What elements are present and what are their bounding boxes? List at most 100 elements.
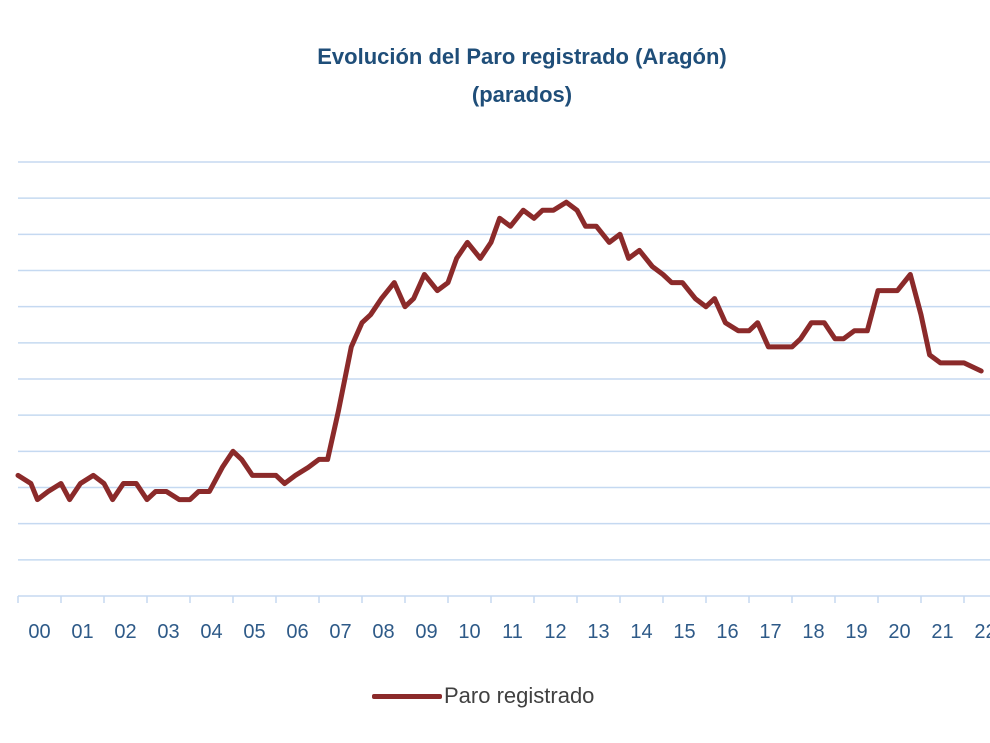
x-tick-label: 06 bbox=[286, 621, 308, 643]
x-tick-label: 10 bbox=[458, 621, 480, 643]
x-tick-label: 16 bbox=[716, 621, 738, 643]
data-point bbox=[207, 490, 211, 493]
x-tick-label: 14 bbox=[630, 621, 652, 643]
data-point bbox=[532, 216, 536, 220]
data-point bbox=[250, 473, 254, 477]
chart-title-block: Evolución del Paro registrado (Aragón) (… bbox=[0, 38, 990, 114]
x-tick-label: 00 bbox=[28, 621, 50, 643]
data-point bbox=[607, 240, 611, 244]
x-tick-label: 15 bbox=[673, 621, 695, 643]
x-tick-label: 07 bbox=[329, 621, 351, 643]
data-point bbox=[489, 240, 493, 244]
data-point bbox=[713, 297, 717, 301]
data-point bbox=[938, 361, 942, 365]
data-point bbox=[895, 289, 899, 293]
data-point bbox=[723, 321, 727, 325]
data-point bbox=[979, 369, 983, 373]
data-point bbox=[594, 224, 598, 228]
data-point bbox=[478, 256, 482, 260]
data-point bbox=[121, 482, 125, 485]
legend: Paro registrado bbox=[372, 676, 594, 716]
x-axis: 00 01 02 03 04 05 06 07 08 09 10 11 12 13 14 15 16 17 18 19… bbox=[17, 595, 990, 643]
data-point bbox=[16, 473, 20, 477]
data-point bbox=[865, 329, 869, 333]
data-point bbox=[349, 345, 353, 349]
x-tick-label: 09 bbox=[415, 621, 437, 643]
data-point bbox=[822, 321, 826, 325]
x-tick-label: 12 bbox=[544, 621, 566, 643]
data-point bbox=[231, 449, 235, 453]
data-point bbox=[379, 297, 383, 301]
x-tick-label: 03 bbox=[157, 621, 179, 643]
data-point bbox=[799, 337, 803, 341]
data-point bbox=[326, 457, 330, 461]
series-line-paro-registrado bbox=[15, 199, 984, 503]
data-point bbox=[336, 409, 340, 413]
data-point bbox=[680, 281, 684, 285]
data-point bbox=[790, 345, 794, 349]
data-point bbox=[177, 498, 181, 502]
data-point bbox=[59, 482, 63, 485]
data-point bbox=[852, 329, 856, 333]
x-tick-label: 05 bbox=[243, 621, 265, 643]
data-point bbox=[650, 265, 654, 268]
data-point bbox=[465, 240, 469, 244]
data-point bbox=[197, 490, 201, 493]
x-tick-label: 21 bbox=[931, 621, 953, 643]
data-point bbox=[928, 353, 932, 357]
data-point bbox=[736, 329, 740, 333]
data-point bbox=[274, 473, 278, 477]
x-tick-label: 02 bbox=[114, 621, 136, 643]
data-point bbox=[283, 482, 287, 485]
data-point bbox=[263, 473, 267, 477]
data-point bbox=[637, 248, 641, 252]
data-point bbox=[498, 216, 502, 220]
data-point bbox=[91, 473, 95, 477]
data-point bbox=[145, 498, 149, 502]
data-point bbox=[455, 256, 459, 260]
data-point bbox=[908, 273, 912, 276]
data-point bbox=[670, 281, 674, 285]
x-tick-label: 17 bbox=[759, 621, 781, 643]
data-point bbox=[446, 281, 450, 285]
data-point bbox=[962, 361, 966, 365]
data-point bbox=[842, 337, 846, 341]
data-point bbox=[833, 337, 837, 341]
x-tick-label: 01 bbox=[71, 621, 93, 643]
data-point bbox=[78, 482, 82, 485]
data-point bbox=[188, 498, 192, 502]
data-point bbox=[575, 208, 579, 212]
data-point bbox=[584, 224, 588, 228]
data-point bbox=[240, 457, 244, 461]
data-point bbox=[403, 305, 407, 309]
legend-swatch bbox=[372, 693, 442, 699]
data-point bbox=[412, 297, 416, 301]
gridlines bbox=[18, 161, 990, 561]
data-point bbox=[164, 490, 168, 493]
data-point bbox=[766, 345, 770, 349]
data-point bbox=[747, 329, 751, 333]
data-point bbox=[779, 345, 783, 349]
data-point bbox=[220, 465, 224, 469]
x-tick-label: 18 bbox=[802, 621, 824, 643]
data-point bbox=[360, 321, 364, 325]
data-point bbox=[521, 208, 525, 212]
x-tick-label: 22 bbox=[974, 621, 990, 643]
data-point bbox=[293, 473, 297, 477]
data-point bbox=[111, 498, 115, 502]
data-point bbox=[29, 482, 33, 485]
data-point bbox=[919, 313, 923, 317]
data-point bbox=[661, 273, 665, 276]
data-point bbox=[704, 305, 708, 309]
chart-title: Evolución del Paro registrado (Aragón) bbox=[317, 44, 727, 69]
data-point bbox=[885, 289, 889, 293]
data-point bbox=[154, 490, 158, 493]
x-tick-label: 04 bbox=[200, 621, 222, 643]
data-point bbox=[756, 321, 760, 325]
x-tick-label: 08 bbox=[372, 621, 394, 643]
data-point bbox=[35, 498, 39, 502]
data-point bbox=[951, 361, 955, 365]
legend-label: Paro registrado bbox=[444, 683, 595, 708]
data-point bbox=[618, 232, 622, 236]
